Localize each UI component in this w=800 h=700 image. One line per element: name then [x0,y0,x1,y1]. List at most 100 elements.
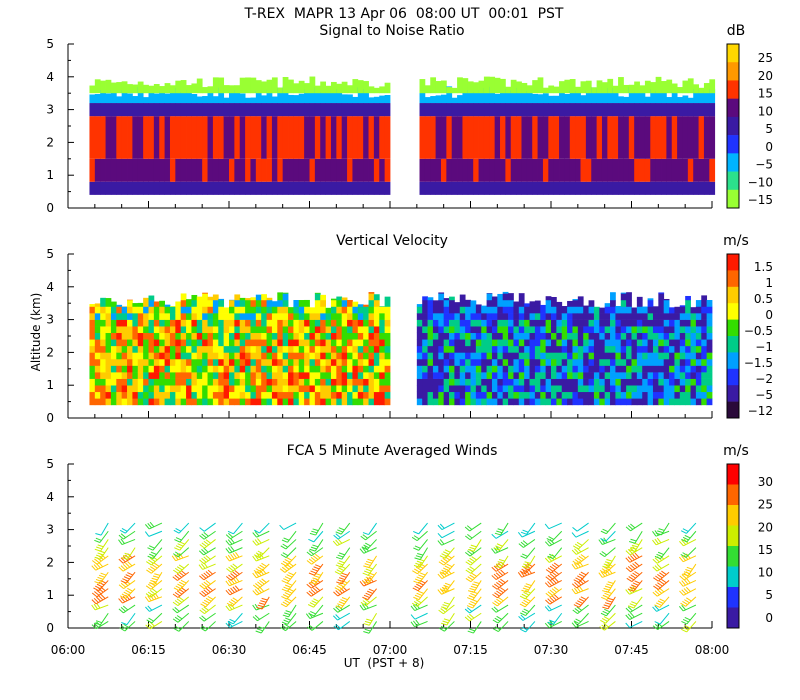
vv-cell [518,365,525,373]
snr-cell [105,93,112,104]
wind-barb-feather [443,601,450,605]
snr-cell [212,77,219,94]
vv-cell [282,326,289,334]
vv-cell [508,326,514,334]
vv-cell [588,385,595,393]
vv-cell [540,391,547,399]
vv-cell [486,293,493,301]
colorbar-tick-label: 15 [758,87,773,101]
snr-cell [282,76,289,94]
vv-cell [470,385,477,393]
wind-barb-feather [336,585,343,590]
wind-barb-feather [149,521,155,528]
wind-barb-feather [497,528,504,531]
vv-cell [604,398,611,406]
wind-barb-feather [123,591,130,596]
vv-cell [266,378,273,386]
vv-cell [159,391,165,399]
wind-barb-feather [127,587,133,592]
wind-barb-feather [174,616,181,622]
vv-cell [706,398,713,406]
wind-barb-feather [171,555,177,562]
snr-cell [687,158,694,182]
wind-barb-feather [554,577,559,583]
snr-cell [282,181,289,195]
vv-cell [545,378,552,386]
vv-cell [524,391,530,399]
snr-cell [261,116,267,159]
wind-barb-feather [309,602,316,606]
vv-cell [373,345,380,353]
vv-cell [481,345,487,353]
vv-cell [298,391,305,399]
snr-cell [430,103,437,117]
vv-cell [245,398,251,406]
wind-barb-feather [521,626,528,631]
wind-barb-feather [577,600,583,604]
snr-cell [564,158,571,182]
snr-cell [451,181,458,195]
vv-cell [110,385,117,393]
wind-barb-feather [306,551,312,557]
wind-barb-feather [630,574,636,579]
snr-cell [132,84,139,94]
vv-cell [202,293,208,301]
wind-barb-feather [284,576,291,580]
vv-cell [169,306,176,314]
vv-cell [186,391,192,399]
snr-cell [467,116,474,159]
wind-barb-feather [551,578,557,584]
wind-barb-feather [414,557,421,561]
vv-cell [690,326,697,334]
vv-cell [674,365,681,373]
wind-barb-feather [174,574,180,580]
vv-cell [196,385,203,393]
vv-cell [250,313,257,320]
vv-cell [325,339,332,347]
wind-barb-feather [678,606,684,612]
vv-cell [121,365,128,373]
vv-cell [577,339,584,347]
wind-barb-feather [417,552,424,556]
vv-cell [223,307,230,314]
vv-cell [207,313,214,320]
vv-cell [690,313,697,320]
vv-cell [266,313,273,320]
snr-cell [379,116,386,159]
vv-cell [438,313,445,320]
vv-cell [454,319,461,327]
wind-barb-feather [340,565,346,570]
wind-barb-feather [683,579,689,585]
snr-cell [347,103,353,117]
vv-cell [239,313,246,320]
wind-barb-feather [172,601,179,607]
vv-cell [604,365,611,373]
vv-cell [180,391,187,399]
vv-cell [330,306,337,314]
snr-cell [639,158,646,182]
vv-cell [593,391,600,399]
wind-barb-feather [118,584,125,589]
wind-barb-feather [634,561,640,567]
wind-barb-feather [549,565,556,571]
wind-barb-feather [630,564,636,570]
vv-cell [642,319,648,327]
snr-cell [363,89,369,104]
vv-cell [250,398,257,406]
snr-cell [644,181,651,195]
vv-cell [674,306,681,314]
snr-cell [494,181,501,195]
vv-cell [110,358,117,366]
vv-cell [110,301,117,307]
wind-barb-feather [410,614,416,620]
snr-cell [478,103,485,117]
vv-cell [373,319,380,327]
snr-cell [612,158,619,182]
vv-cell [384,378,391,386]
vv-cell [368,319,375,327]
snr-cell [159,158,165,182]
vv-cell [277,385,284,393]
vv-cell [363,398,369,406]
snr-cell [352,96,359,104]
snr-cell [352,103,359,117]
